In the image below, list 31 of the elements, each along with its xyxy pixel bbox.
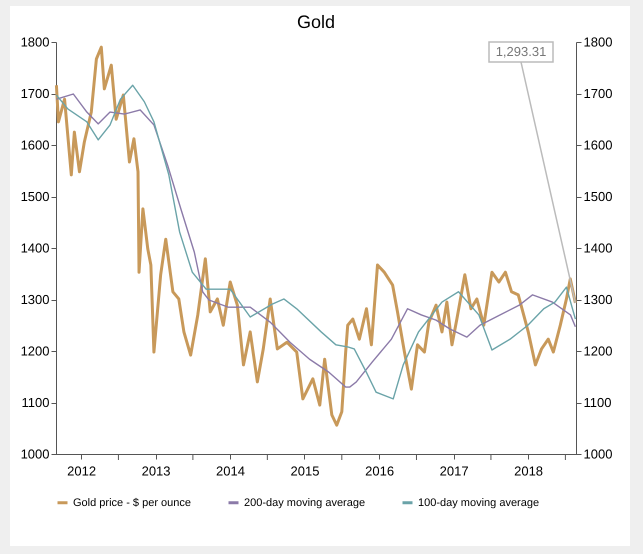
y-tick-label: 1100: [22, 395, 50, 410]
y2-tick-label: 1700: [584, 86, 612, 101]
x-tick-label: 2013: [142, 464, 171, 478]
y-tick-label: 1000: [20, 446, 50, 462]
x-tick-label: 2012: [67, 464, 96, 478]
y-tick-label: 1500: [20, 189, 50, 204]
x-tick-label: 2015: [290, 464, 320, 478]
y2-tick-label: 1600: [584, 138, 612, 152]
y-tick-label: 1700: [20, 86, 50, 101]
x-tick-label: 2016: [365, 464, 394, 478]
annotation: 1,293.31: [496, 44, 546, 59]
y2-tick-label: 1800: [584, 34, 612, 50]
x-tick-label: 2018: [514, 464, 544, 478]
legend-label: 200-day moving average: [244, 496, 366, 509]
legend-label: 100-day moving average: [418, 496, 540, 509]
y2-tick-label: 1200: [584, 344, 612, 358]
y2-tick-label: 1500: [584, 189, 612, 204]
legend-label: Gold price - $ per ounce: [73, 496, 192, 509]
x-tick-label: 2017: [440, 464, 469, 478]
y-tick-label: 1800: [20, 34, 50, 50]
y-tick-label: 1300: [20, 292, 50, 307]
y2-tick-label: 1300: [584, 292, 612, 307]
y2-tick-label: 1000: [584, 446, 612, 462]
chart-title: Gold: [296, 12, 336, 32]
x-tick-label: 2014: [216, 464, 245, 478]
y2-tick-label: 1400: [584, 240, 612, 256]
y-tick-label: 1200: [20, 344, 50, 358]
y2-tick-label: 1100: [584, 395, 612, 410]
y-tick-label: 1600: [20, 138, 50, 152]
line-series: [54, 46, 577, 427]
y-tick-label: 1400: [20, 240, 50, 256]
